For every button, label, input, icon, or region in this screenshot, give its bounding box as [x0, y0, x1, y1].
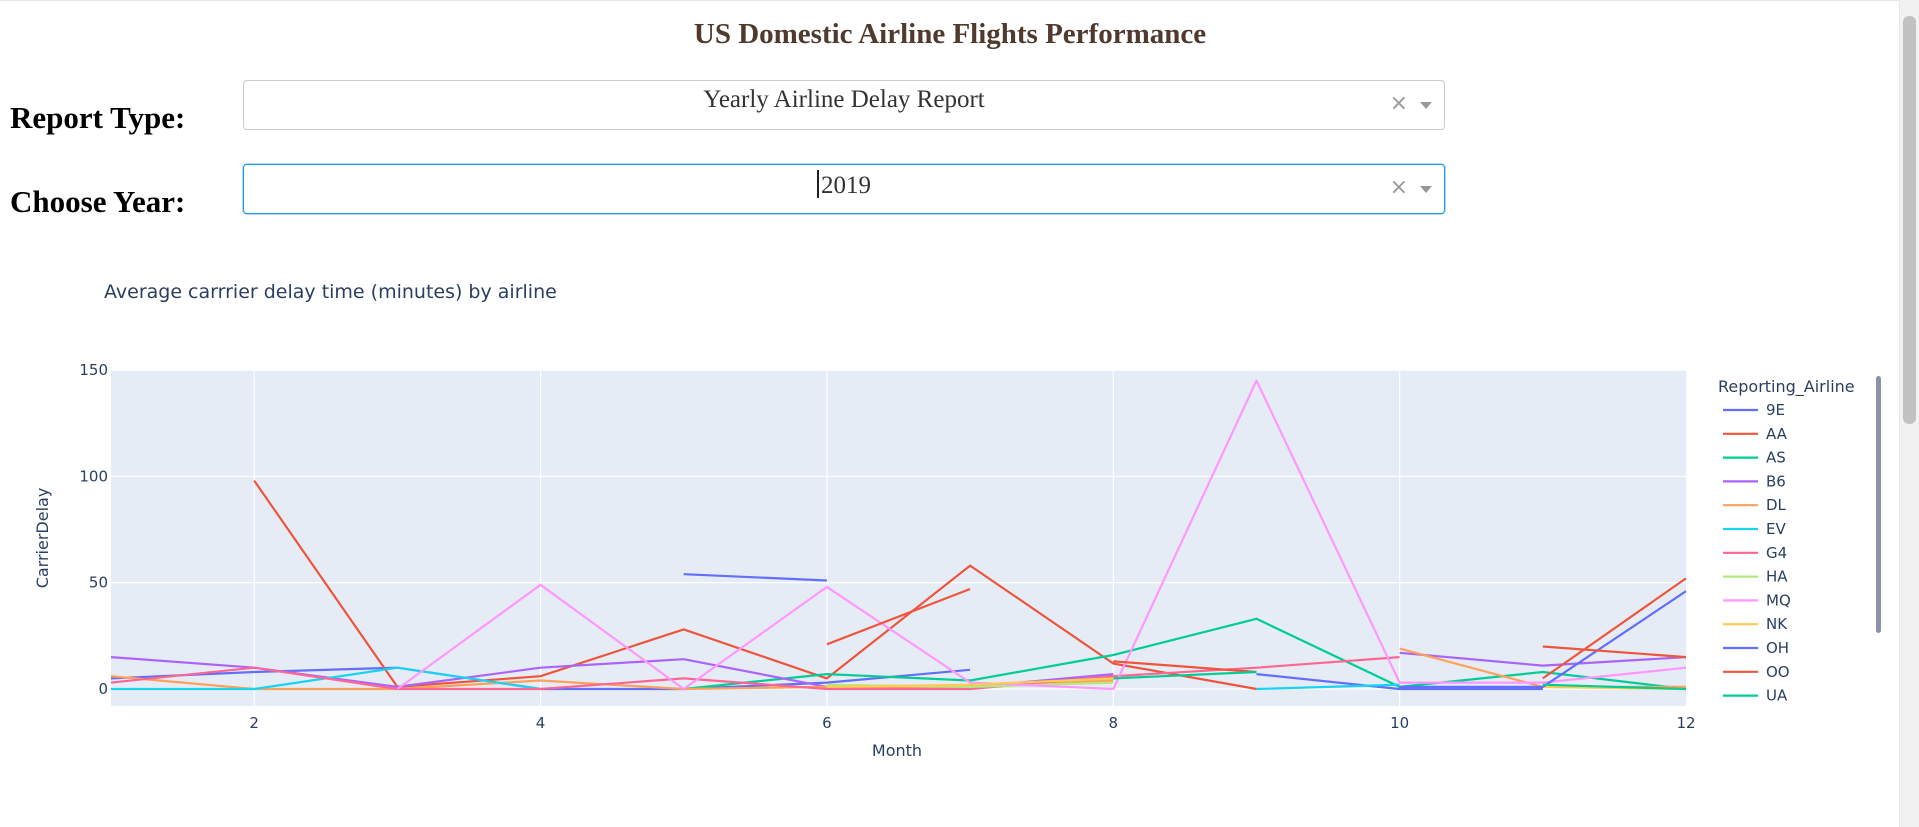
legend-item-as[interactable]: AS — [1723, 449, 1786, 467]
y-axis-label: CarrierDelay — [33, 488, 52, 589]
legend-item-9e[interactable]: 9E — [1723, 401, 1785, 419]
y-tick-label: 100 — [79, 467, 108, 485]
legend-label: OO — [1766, 663, 1790, 681]
legend-item-mq[interactable]: MQ — [1723, 591, 1791, 609]
legend-item-ha[interactable]: HA — [1723, 568, 1788, 586]
legend-label: NK — [1766, 615, 1788, 633]
legend-label: DL — [1766, 496, 1787, 514]
series-line-oh[interactable] — [683, 573, 1687, 688]
legend-label: MQ — [1766, 591, 1791, 609]
report-type-value: Yearly Airline Delay Report — [703, 86, 985, 113]
series-line-aa[interactable] — [253, 479, 1257, 691]
axis-ticks: 2 4 6 8 10 12 0 50 100 150 — [79, 361, 1695, 732]
page-title: US Domestic Airline Flights Performance — [693, 18, 1207, 50]
year-value: 2019 — [821, 172, 871, 199]
legend-item-b6[interactable]: B6 — [1723, 472, 1786, 490]
y-tick-label: 0 — [98, 680, 108, 698]
text-cursor — [817, 170, 819, 198]
legend-item-dl[interactable]: DL — [1723, 496, 1787, 514]
legend[interactable]: Reporting_Airline 9E AA AS B6 DL EV G4 HA MQ NK OH… — [1718, 377, 1855, 705]
choose-year-label: Choose Year: — [10, 184, 186, 219]
legend-label: HA — [1766, 568, 1788, 586]
series-line-ua[interactable] — [1113, 670, 1687, 691]
page-scroll-thumb[interactable] — [1903, 16, 1916, 424]
page-scrollbar[interactable] — [1899, 0, 1919, 827]
legend-label: AA — [1766, 425, 1788, 443]
legend-item-aa[interactable]: AA — [1723, 425, 1788, 443]
legend-label: UA — [1766, 687, 1788, 705]
top-border — [0, 0, 1900, 1]
x-tick-label: 12 — [1676, 714, 1695, 732]
series-lines — [110, 379, 1687, 691]
report-type-dropdown[interactable]: Yearly Airline Delay Report × — [243, 80, 1445, 130]
legend-label: OH — [1766, 639, 1789, 657]
chart-title: Average carrrier delay time (minutes) by… — [104, 281, 557, 303]
report-type-label: Report Type: — [10, 100, 186, 135]
year-dropdown[interactable]: 2019 × — [243, 164, 1445, 214]
series-line-oo[interactable] — [826, 577, 1687, 680]
legend-label: 9E — [1766, 401, 1785, 419]
legend-item-ev[interactable]: EV — [1723, 520, 1786, 538]
x-tick-label: 6 — [822, 714, 832, 732]
series-line-as[interactable] — [683, 617, 1687, 691]
legend-label: B6 — [1766, 472, 1786, 490]
x-axis-label: Month — [872, 741, 922, 760]
legend-item-oh[interactable]: OH — [1723, 639, 1789, 657]
x-tick-label: 2 — [249, 714, 259, 732]
x-tick-label: 8 — [1108, 714, 1118, 732]
chevron-down-icon[interactable] — [1420, 102, 1432, 109]
legend-item-g4[interactable]: G4 — [1723, 544, 1787, 562]
legend-item-nk[interactable]: NK — [1723, 615, 1788, 633]
carrier-delay-chart: Average carrrier delay time (minutes) by… — [33, 281, 1881, 760]
series-line-mq[interactable] — [396, 379, 1687, 691]
y-tick-label: 150 — [79, 361, 108, 379]
legend-item-ua[interactable]: UA — [1723, 687, 1788, 705]
y-tick-label: 50 — [89, 574, 108, 592]
clear-icon[interactable]: × — [1389, 91, 1408, 116]
series-line-g4[interactable] — [110, 656, 1400, 691]
legend-label: G4 — [1766, 544, 1787, 562]
legend-scrollbar[interactable] — [1876, 376, 1881, 633]
x-tick-label: 4 — [536, 714, 546, 732]
legend-item-oo[interactable]: OO — [1723, 663, 1790, 681]
legend-label: EV — [1766, 520, 1786, 538]
legend-title: Reporting_Airline — [1718, 377, 1855, 397]
plot-area — [111, 370, 1686, 706]
chevron-down-icon[interactable] — [1420, 186, 1432, 193]
legend-label: AS — [1766, 449, 1786, 467]
x-tick-label: 10 — [1390, 714, 1409, 732]
clear-icon[interactable]: × — [1389, 175, 1408, 200]
